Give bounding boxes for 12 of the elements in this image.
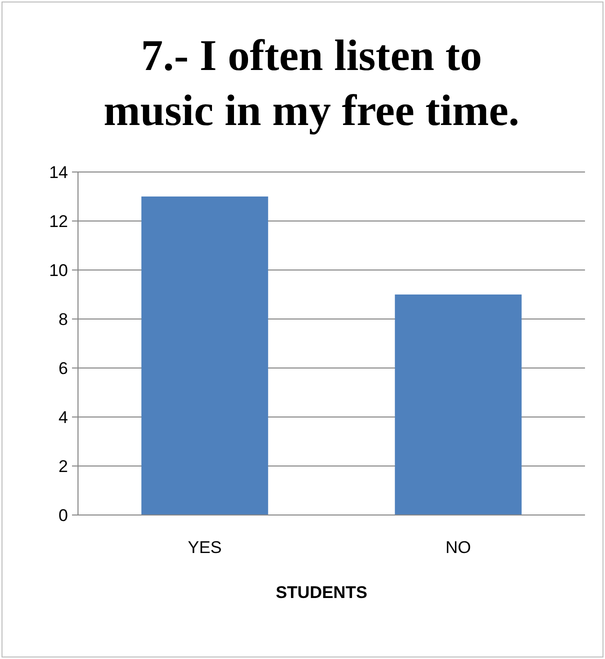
y-tick-label: 10 (49, 260, 68, 280)
x-tick-label: YES (188, 538, 222, 557)
y-tick-label: 4 (58, 408, 68, 427)
y-tick-label: 14 (49, 162, 68, 182)
y-tick-label: 6 (58, 358, 68, 378)
x-tick-label: NO (446, 538, 471, 557)
y-tick-label: 0 (58, 506, 68, 525)
y-tick-label: 2 (58, 456, 68, 476)
x-axis-title: STUDENTS (276, 583, 368, 602)
y-tick-label: 12 (49, 212, 68, 231)
chart-title: 7.- I often listen to music in my free time. (104, 31, 520, 135)
y-tick-label: 8 (58, 310, 68, 329)
